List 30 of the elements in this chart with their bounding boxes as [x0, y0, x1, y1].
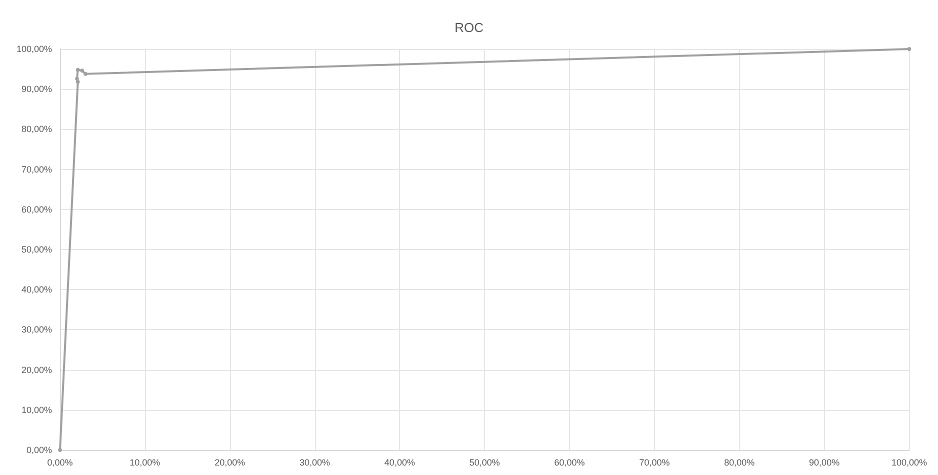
- y-tick-label: 90,00%: [21, 84, 52, 94]
- y-tick-label: 20,00%: [21, 364, 52, 375]
- point: [83, 72, 88, 76]
- point: [80, 68, 84, 73]
- y-tick-label: 80,00%: [21, 124, 52, 134]
- chart-title: ROC: [454, 20, 484, 35]
- x-tick-label: 0,00%: [47, 458, 73, 468]
- x-tick-label: 70,00%: [639, 458, 670, 468]
- y-tick-label: 0,00%: [26, 445, 52, 455]
- y-tick-label: 100,00%: [16, 44, 52, 54]
- x-tick-label: 100,00%: [891, 458, 927, 468]
- x-tick-label: 90,00%: [809, 458, 840, 468]
- x-tick-label: 10,00%: [130, 458, 160, 468]
- y-tick-label: 60,00%: [21, 204, 52, 214]
- point: [76, 68, 80, 72]
- x-tick-label: 20,00%: [214, 458, 246, 468]
- x-tick-label: 60,00%: [554, 458, 585, 468]
- point: [907, 47, 912, 51]
- x-tick-label: 30,00%: [300, 458, 330, 468]
- x-tick-label: 40,00%: [384, 458, 415, 468]
- point: [58, 448, 62, 452]
- x-tick-label: 50,00%: [469, 458, 500, 468]
- point: [74, 76, 79, 81]
- point: [76, 80, 80, 84]
- y-tick-label: 30,00%: [21, 324, 52, 335]
- y-tick-label: 10,00%: [21, 404, 52, 415]
- y-tick-label: 40,00%: [21, 284, 52, 295]
- x-tick-label: 80,00%: [724, 458, 755, 468]
- y-tick-label: 50,00%: [21, 244, 52, 254]
- y-tick-label: 70,00%: [21, 164, 52, 174]
